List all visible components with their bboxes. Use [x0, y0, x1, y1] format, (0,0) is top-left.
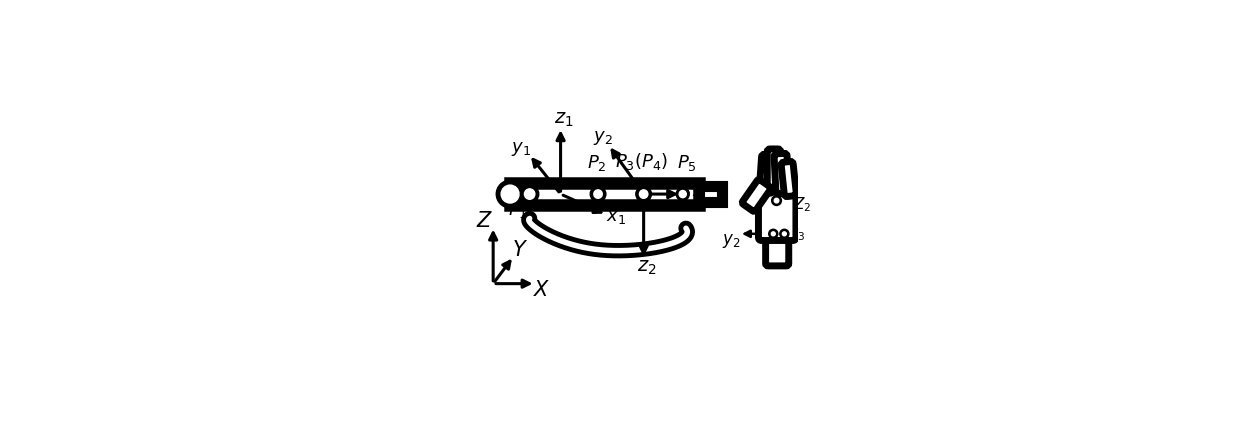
Circle shape	[771, 232, 775, 236]
Text: $P_1$: $P_1$	[508, 201, 528, 220]
Text: $P_2$: $P_2$	[587, 153, 606, 173]
Text: $x_2$: $x_2$	[681, 180, 701, 198]
FancyBboxPatch shape	[765, 233, 789, 266]
Circle shape	[774, 198, 779, 203]
Text: $P_5$: $P_5$	[677, 153, 697, 173]
Text: $Y$: $Y$	[512, 240, 528, 261]
Circle shape	[780, 229, 789, 239]
Circle shape	[525, 189, 534, 199]
Circle shape	[501, 185, 520, 203]
Text: $Z$: $Z$	[476, 211, 494, 231]
Circle shape	[769, 229, 777, 239]
Text: $P_5$: $P_5$	[744, 185, 763, 205]
Circle shape	[636, 186, 651, 202]
FancyBboxPatch shape	[781, 162, 796, 197]
FancyBboxPatch shape	[759, 187, 796, 241]
Text: $y_2$: $y_2$	[722, 232, 740, 250]
Bar	[510, 184, 699, 205]
Text: $y_1$: $y_1$	[511, 140, 531, 158]
Text: $x_2$: $x_2$	[771, 185, 789, 201]
Ellipse shape	[719, 186, 724, 202]
Text: $P_3$: $P_3$	[789, 224, 805, 242]
Text: $x_1$: $x_1$	[606, 209, 626, 226]
Circle shape	[590, 186, 606, 202]
Circle shape	[640, 190, 647, 198]
Text: $z_2$: $z_2$	[637, 258, 657, 277]
FancyBboxPatch shape	[768, 149, 781, 192]
Text: $X$: $X$	[533, 280, 551, 300]
Text: $Z_2$: $Z_2$	[794, 195, 812, 214]
Circle shape	[594, 190, 603, 198]
Text: $P_4$: $P_4$	[765, 233, 782, 252]
FancyBboxPatch shape	[743, 180, 771, 212]
Circle shape	[676, 187, 689, 201]
Bar	[699, 186, 722, 202]
Circle shape	[771, 196, 781, 206]
Circle shape	[521, 185, 538, 203]
Text: $y_2$: $y_2$	[593, 129, 613, 147]
Text: $z_1$: $z_1$	[554, 111, 574, 129]
Circle shape	[782, 232, 786, 236]
FancyBboxPatch shape	[759, 154, 775, 193]
FancyBboxPatch shape	[774, 154, 789, 194]
Text: $P_3(P_4)$: $P_3(P_4)$	[615, 151, 668, 172]
Circle shape	[496, 180, 525, 208]
Circle shape	[680, 190, 686, 198]
